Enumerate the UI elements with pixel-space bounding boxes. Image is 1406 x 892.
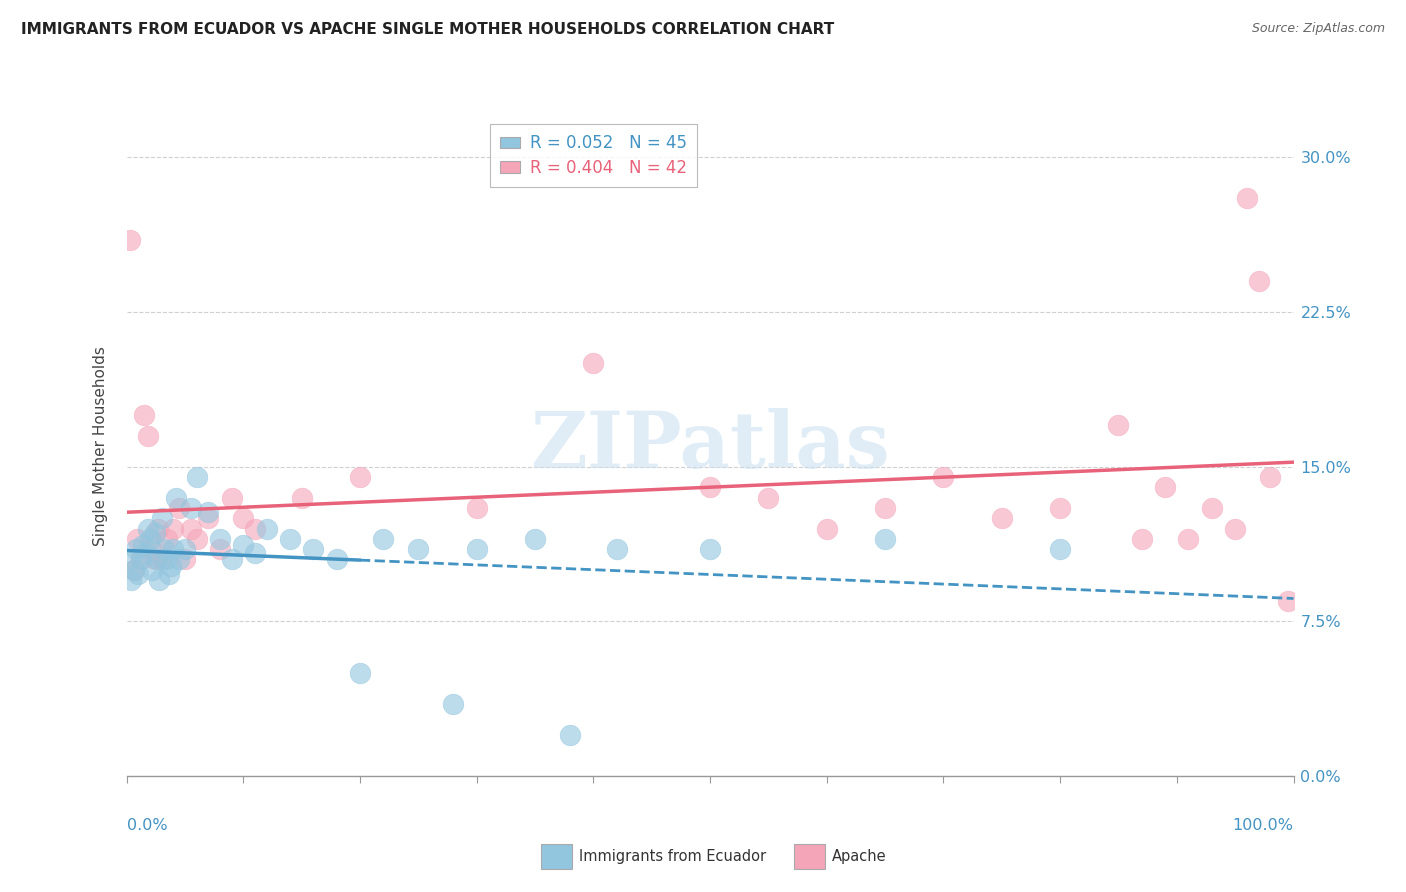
- Point: [150, 552, 173, 566]
- Point: [1177, 532, 1199, 546]
- Point: [408, 542, 430, 557]
- Point: [122, 563, 145, 577]
- Point: [186, 470, 208, 484]
- Point: [582, 357, 605, 371]
- Point: [167, 500, 190, 515]
- Point: [132, 538, 155, 552]
- Point: [157, 566, 180, 581]
- Point: [1108, 418, 1130, 433]
- Point: [129, 552, 152, 566]
- Point: [146, 552, 169, 566]
- Point: [180, 522, 202, 536]
- Point: [875, 532, 897, 546]
- Text: 100.0%: 100.0%: [1233, 818, 1294, 832]
- Text: Source: ZipAtlas.com: Source: ZipAtlas.com: [1251, 22, 1385, 36]
- Point: [125, 542, 148, 557]
- Point: [558, 728, 581, 742]
- Point: [208, 542, 231, 557]
- Point: [118, 552, 141, 566]
- Point: [465, 500, 488, 515]
- Point: [136, 522, 159, 536]
- Text: Immigrants from Ecuador: Immigrants from Ecuador: [579, 849, 766, 863]
- Point: [1236, 192, 1258, 206]
- Point: [160, 558, 183, 573]
- Point: [465, 542, 488, 557]
- Legend: R = 0.052   N = 45, R = 0.404   N = 42: R = 0.052 N = 45, R = 0.404 N = 42: [489, 124, 697, 187]
- Point: [278, 532, 301, 546]
- Point: [146, 522, 169, 536]
- Point: [153, 542, 176, 557]
- Point: [243, 522, 266, 536]
- Point: [256, 522, 278, 536]
- Point: [1223, 522, 1247, 536]
- Point: [167, 552, 190, 566]
- Point: [141, 563, 163, 577]
- Point: [815, 522, 838, 536]
- Point: [1049, 500, 1071, 515]
- Point: [162, 542, 184, 557]
- Point: [1277, 593, 1299, 607]
- Point: [174, 552, 197, 566]
- Point: [180, 500, 202, 515]
- Point: [221, 552, 243, 566]
- Point: [208, 532, 231, 546]
- Point: [139, 532, 162, 546]
- Point: [197, 511, 219, 525]
- Point: [1154, 480, 1177, 494]
- Y-axis label: Single Mother Households: Single Mother Households: [93, 346, 108, 546]
- Point: [325, 552, 347, 566]
- Point: [990, 511, 1012, 525]
- Point: [127, 566, 149, 581]
- Point: [129, 552, 152, 566]
- Point: [162, 522, 184, 536]
- Point: [1049, 542, 1071, 557]
- Point: [165, 491, 187, 505]
- Point: [243, 546, 266, 560]
- Point: [1258, 470, 1281, 484]
- Point: [349, 470, 371, 484]
- Point: [441, 697, 464, 711]
- Point: [150, 511, 173, 525]
- Point: [156, 532, 179, 546]
- Point: [1130, 532, 1153, 546]
- Point: [120, 573, 142, 587]
- Text: ZIPatlas: ZIPatlas: [530, 408, 890, 484]
- Point: [232, 511, 254, 525]
- Point: [290, 491, 312, 505]
- Point: [143, 552, 166, 566]
- Point: [699, 480, 721, 494]
- Point: [132, 408, 155, 422]
- Point: [148, 573, 170, 587]
- Point: [606, 542, 628, 557]
- Point: [756, 491, 779, 505]
- Point: [139, 542, 162, 557]
- Point: [122, 563, 145, 577]
- Point: [186, 532, 208, 546]
- Text: IMMIGRANTS FROM ECUADOR VS APACHE SINGLE MOTHER HOUSEHOLDS CORRELATION CHART: IMMIGRANTS FROM ECUADOR VS APACHE SINGLE…: [21, 22, 834, 37]
- Point: [932, 470, 955, 484]
- Point: [699, 542, 721, 557]
- Point: [221, 491, 243, 505]
- Point: [302, 542, 325, 557]
- Point: [373, 532, 395, 546]
- Point: [155, 552, 177, 566]
- Point: [1201, 500, 1223, 515]
- Point: [118, 233, 141, 247]
- Point: [232, 538, 254, 552]
- Point: [125, 532, 148, 546]
- Point: [136, 428, 159, 442]
- Text: Apache: Apache: [832, 849, 887, 863]
- Text: 0.0%: 0.0%: [127, 818, 167, 832]
- Point: [524, 532, 547, 546]
- Point: [349, 665, 371, 680]
- Point: [1247, 274, 1270, 288]
- Point: [197, 505, 219, 519]
- Point: [134, 546, 156, 560]
- Point: [875, 500, 897, 515]
- Point: [174, 542, 197, 557]
- Point: [143, 525, 166, 540]
